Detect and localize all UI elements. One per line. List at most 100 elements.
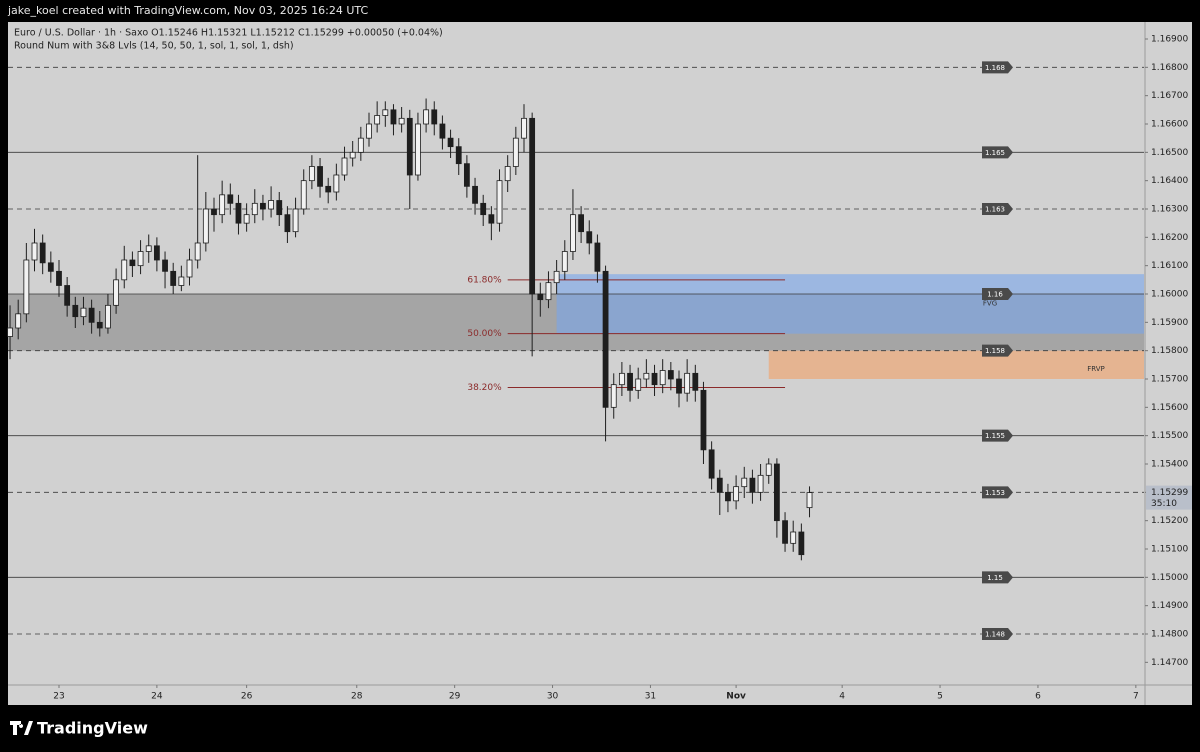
candle-body xyxy=(643,372,650,380)
candle-body xyxy=(170,270,177,286)
candle-body xyxy=(7,327,13,337)
candle-body xyxy=(504,166,511,182)
zone-label: FRVP xyxy=(1087,365,1105,373)
candle-body xyxy=(480,202,487,216)
level-tag xyxy=(982,61,1013,74)
candle-body xyxy=(23,259,30,315)
level-tag-label: 1.153 xyxy=(985,489,1005,497)
candle-body xyxy=(725,491,731,502)
candle-body xyxy=(227,194,234,204)
candle-body xyxy=(72,304,79,318)
candle-body xyxy=(537,293,544,301)
x-tick-label: 26 xyxy=(241,692,253,702)
credit: jake_koel created with TradingView.com, … xyxy=(7,4,369,17)
y-tick-label: 1.16100 xyxy=(1151,261,1188,271)
candle-body xyxy=(782,520,788,544)
candle-body xyxy=(700,389,707,451)
candle-body xyxy=(219,194,226,216)
candle-body xyxy=(716,477,723,493)
candle-body xyxy=(659,370,666,386)
candle-body xyxy=(260,202,266,210)
y-tick-label: 1.15800 xyxy=(1151,346,1188,356)
candle-body xyxy=(692,372,699,391)
candle-body xyxy=(545,282,552,301)
fib-label: 50.00% xyxy=(467,329,502,339)
candle-body xyxy=(162,259,168,272)
zone xyxy=(556,274,1144,334)
zone-label: FVG xyxy=(983,300,997,308)
y-tick-label: 1.16500 xyxy=(1151,148,1188,158)
y-tick-label: 1.15500 xyxy=(1151,431,1188,441)
x-tick-label: 28 xyxy=(351,692,363,702)
brand: TradingView xyxy=(37,719,148,738)
last-price: 1.15299 xyxy=(1151,488,1188,498)
level-tag xyxy=(982,146,1013,159)
candle-body xyxy=(194,242,201,261)
y-tick-label: 1.15200 xyxy=(1151,516,1188,526)
candle-body xyxy=(308,166,315,182)
candle-body xyxy=(56,270,62,286)
y-tick-label: 1.15000 xyxy=(1151,573,1188,583)
candle-body xyxy=(300,180,307,210)
last-price-tag xyxy=(1146,485,1192,510)
x-tick-label: 7 xyxy=(1133,692,1139,702)
fib-label: 61.80% xyxy=(467,275,502,285)
candle-body xyxy=(88,307,95,323)
candle-body xyxy=(129,259,136,267)
candle-body xyxy=(186,259,193,278)
candle-body xyxy=(31,242,38,261)
candle-body xyxy=(178,276,185,286)
level-tag-label: 1.16 xyxy=(987,291,1003,299)
candle-body xyxy=(488,214,495,224)
candle-body xyxy=(325,185,332,193)
candle-body xyxy=(741,477,748,488)
zone xyxy=(768,350,1144,379)
candle-body xyxy=(276,200,283,216)
level-tag xyxy=(982,288,1013,300)
candle-body xyxy=(684,372,691,394)
candle-body xyxy=(251,202,258,216)
x-tick-label: 24 xyxy=(151,692,163,702)
candle-body xyxy=(15,313,22,329)
y-tick-label: 1.16900 xyxy=(1151,35,1188,45)
level-tag-label: 1.163 xyxy=(985,206,1005,214)
y-tick-label: 1.15700 xyxy=(1151,375,1188,385)
candle-body xyxy=(382,109,389,116)
x-tick-label: Nov xyxy=(726,692,746,702)
level-tag xyxy=(982,486,1013,499)
candle-body xyxy=(806,492,813,509)
candle-body xyxy=(423,109,429,125)
candle-body xyxy=(431,109,438,125)
y-tick-label: 1.15600 xyxy=(1151,403,1188,413)
level-tag xyxy=(982,628,1013,640)
candle-body xyxy=(153,245,160,261)
candle-body xyxy=(235,202,242,224)
candle-body xyxy=(333,174,340,193)
candle-body xyxy=(757,474,764,493)
candle-body xyxy=(578,214,584,233)
candle-body xyxy=(47,262,54,272)
chart-title: Euro / U.S. Dollar · 1h · Saxo O1.15246 … xyxy=(14,28,443,39)
candle-body xyxy=(211,208,217,216)
candle-body xyxy=(284,214,291,233)
candle-body xyxy=(292,208,299,233)
candle-body xyxy=(708,449,715,479)
candle-body xyxy=(64,285,71,306)
x-tick-label: 6 xyxy=(1035,692,1041,702)
candle-body xyxy=(202,208,209,244)
candle-body xyxy=(113,279,119,306)
y-tick-label: 1.16600 xyxy=(1151,120,1188,130)
y-tick-label: 1.16800 xyxy=(1151,63,1188,73)
x-tick-label: 23 xyxy=(53,692,64,702)
candle-body xyxy=(357,137,364,153)
level-tag-label: 1.165 xyxy=(985,149,1005,157)
candle-body xyxy=(105,304,111,329)
candle-body xyxy=(667,370,674,380)
candle-body xyxy=(733,486,740,502)
level-tag-label: 1.155 xyxy=(985,432,1005,440)
level-tag-label: 1.15 xyxy=(987,574,1003,582)
level-tag-label: 1.158 xyxy=(985,347,1005,355)
y-tick-label: 1.16200 xyxy=(1151,233,1188,243)
candle-body xyxy=(594,242,601,272)
